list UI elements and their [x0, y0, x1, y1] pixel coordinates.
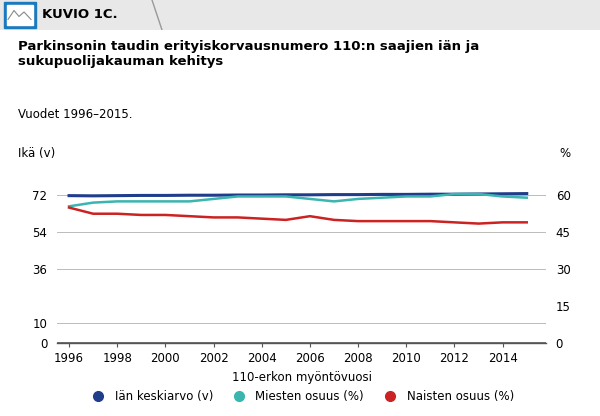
X-axis label: 110-erkon myöntövuosi: 110-erkon myöntövuosi: [232, 371, 371, 384]
Text: %: %: [559, 147, 571, 160]
Text: Vuodet 1996–2015.: Vuodet 1996–2015.: [18, 108, 133, 121]
Text: Ikä (v): Ikä (v): [18, 147, 55, 160]
Text: Parkinsonin taudin erityiskorvausnumero 110:n saajien iän ja sukupuolijakauman k: Parkinsonin taudin erityiskorvausnumero …: [18, 40, 479, 67]
Text: KUVIO 1C.: KUVIO 1C.: [42, 8, 118, 22]
Bar: [4, 2, 36, 27]
Bar: [7, 5, 33, 25]
Legend: Iän keskiarvo (v), Miesten osuus (%), Naisten osuus (%): Iän keskiarvo (v), Miesten osuus (%), Na…: [82, 386, 518, 408]
